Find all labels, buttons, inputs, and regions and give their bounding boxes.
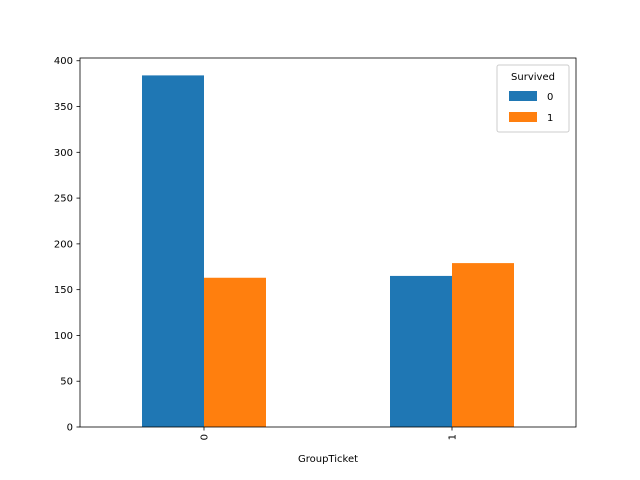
y-axis: 0 50 100 150 200 250 300 350 400: [54, 56, 80, 434]
x-axis-label: GroupTicket: [298, 454, 358, 465]
legend-label-0: 0: [547, 92, 553, 103]
y-tick-label: 100: [54, 331, 73, 342]
legend-title: Survived: [511, 72, 555, 83]
plot-area: [142, 75, 514, 427]
bar-cat1-series1: [452, 263, 514, 427]
axes-frame: [79, 57, 577, 428]
bar-cat0-series1: [204, 277, 266, 427]
y-tick-label: 50: [60, 377, 73, 388]
y-tick-label: 350: [54, 102, 73, 113]
x-tick-label: 1: [448, 434, 459, 440]
legend: Survived 01: [496, 64, 570, 133]
y-tick-label: 200: [54, 239, 73, 250]
y-tick-label: 300: [54, 148, 73, 159]
x-tick-label: 0: [200, 434, 211, 440]
legend-swatch-0: [509, 91, 537, 101]
y-tick-label: 0: [67, 423, 73, 434]
bar-cat0-series0: [142, 75, 204, 427]
y-tick-label: 150: [54, 285, 73, 296]
bar-cat1-series0: [390, 275, 452, 427]
y-tick-label: 400: [54, 56, 73, 67]
legend-swatch-1: [509, 112, 537, 122]
y-tick-label: 250: [54, 194, 73, 205]
legend-label-1: 1: [547, 113, 553, 124]
legend-items: 01: [509, 91, 553, 124]
